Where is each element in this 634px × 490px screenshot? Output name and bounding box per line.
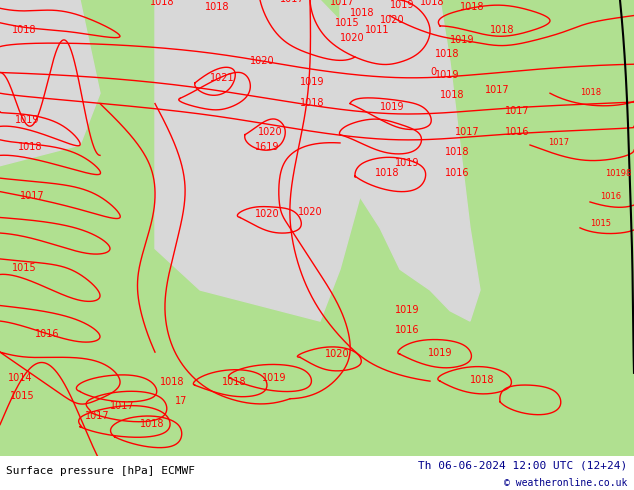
Text: 1017: 1017 bbox=[110, 401, 134, 411]
Text: 1016: 1016 bbox=[505, 126, 529, 137]
Text: 1018: 1018 bbox=[222, 377, 247, 387]
Text: 1017: 1017 bbox=[330, 0, 354, 7]
Text: 1016: 1016 bbox=[35, 329, 60, 339]
Text: 1015: 1015 bbox=[335, 18, 359, 28]
Text: 1018: 1018 bbox=[375, 168, 399, 178]
Text: 1018: 1018 bbox=[440, 90, 465, 100]
Text: 1018: 1018 bbox=[580, 88, 601, 98]
Text: 1020: 1020 bbox=[258, 126, 283, 137]
Polygon shape bbox=[390, 0, 440, 83]
Text: 1017: 1017 bbox=[485, 85, 510, 95]
Text: 1020: 1020 bbox=[250, 56, 275, 66]
Text: 1017: 1017 bbox=[505, 106, 529, 116]
Text: 1020: 1020 bbox=[298, 207, 323, 218]
Text: 1016: 1016 bbox=[600, 192, 621, 201]
Text: 1018: 1018 bbox=[350, 7, 375, 18]
Text: 1015: 1015 bbox=[590, 219, 611, 228]
Text: 1019: 1019 bbox=[435, 70, 460, 80]
Text: Surface pressure [hPa] ECMWF: Surface pressure [hPa] ECMWF bbox=[6, 466, 195, 476]
Text: 1015: 1015 bbox=[10, 391, 35, 401]
Text: 1018: 1018 bbox=[420, 0, 444, 7]
Text: 1019: 1019 bbox=[15, 115, 39, 125]
Text: 1019: 1019 bbox=[450, 35, 474, 46]
Text: 1018: 1018 bbox=[470, 375, 495, 385]
Text: 1018: 1018 bbox=[445, 147, 470, 157]
Text: 1020: 1020 bbox=[380, 15, 404, 25]
Text: 1016: 1016 bbox=[395, 325, 420, 336]
Text: 1018: 1018 bbox=[460, 2, 484, 12]
Text: 1018: 1018 bbox=[490, 25, 515, 35]
Text: 1020: 1020 bbox=[325, 349, 349, 359]
Text: 1016: 1016 bbox=[445, 168, 470, 178]
Text: 1017: 1017 bbox=[548, 138, 569, 147]
Text: 17: 17 bbox=[175, 396, 188, 406]
Text: 1019: 1019 bbox=[300, 77, 325, 87]
Text: Th 06-06-2024 12:00 UTC (12+24): Th 06-06-2024 12:00 UTC (12+24) bbox=[418, 461, 628, 471]
Text: 1021: 1021 bbox=[210, 73, 235, 83]
Text: 1019: 1019 bbox=[428, 348, 453, 358]
Text: 1020: 1020 bbox=[340, 33, 365, 44]
Text: 1018: 1018 bbox=[160, 377, 184, 387]
Text: 1019: 1019 bbox=[390, 0, 415, 10]
Text: 1018: 1018 bbox=[18, 142, 42, 152]
Text: 1014: 1014 bbox=[8, 373, 32, 383]
Text: 1020: 1020 bbox=[255, 210, 280, 220]
Text: 1018: 1018 bbox=[205, 2, 230, 12]
Text: 1017: 1017 bbox=[85, 412, 110, 421]
Text: 1619: 1619 bbox=[255, 142, 280, 152]
Text: 1011: 1011 bbox=[365, 25, 389, 35]
Text: 1019: 1019 bbox=[262, 373, 287, 383]
Text: 1018: 1018 bbox=[12, 25, 37, 35]
Polygon shape bbox=[340, 0, 480, 321]
Text: 10198: 10198 bbox=[605, 169, 631, 178]
Text: 1018: 1018 bbox=[300, 98, 325, 108]
Text: 0: 0 bbox=[430, 67, 436, 76]
Text: 1017: 1017 bbox=[20, 191, 44, 201]
Polygon shape bbox=[155, 0, 370, 321]
Text: 1018: 1018 bbox=[150, 0, 174, 7]
Text: 1015: 1015 bbox=[12, 263, 37, 273]
Polygon shape bbox=[0, 0, 634, 456]
Text: © weatheronline.co.uk: © weatheronline.co.uk bbox=[504, 478, 628, 488]
Text: 1017: 1017 bbox=[455, 126, 480, 137]
Text: 1019: 1019 bbox=[395, 305, 420, 315]
Polygon shape bbox=[0, 0, 100, 166]
Text: 1018: 1018 bbox=[140, 418, 164, 429]
Text: 1019: 1019 bbox=[395, 158, 420, 168]
Text: 1017: 1017 bbox=[280, 0, 304, 4]
Text: 1019: 1019 bbox=[380, 102, 404, 112]
Text: 1018: 1018 bbox=[435, 49, 460, 59]
